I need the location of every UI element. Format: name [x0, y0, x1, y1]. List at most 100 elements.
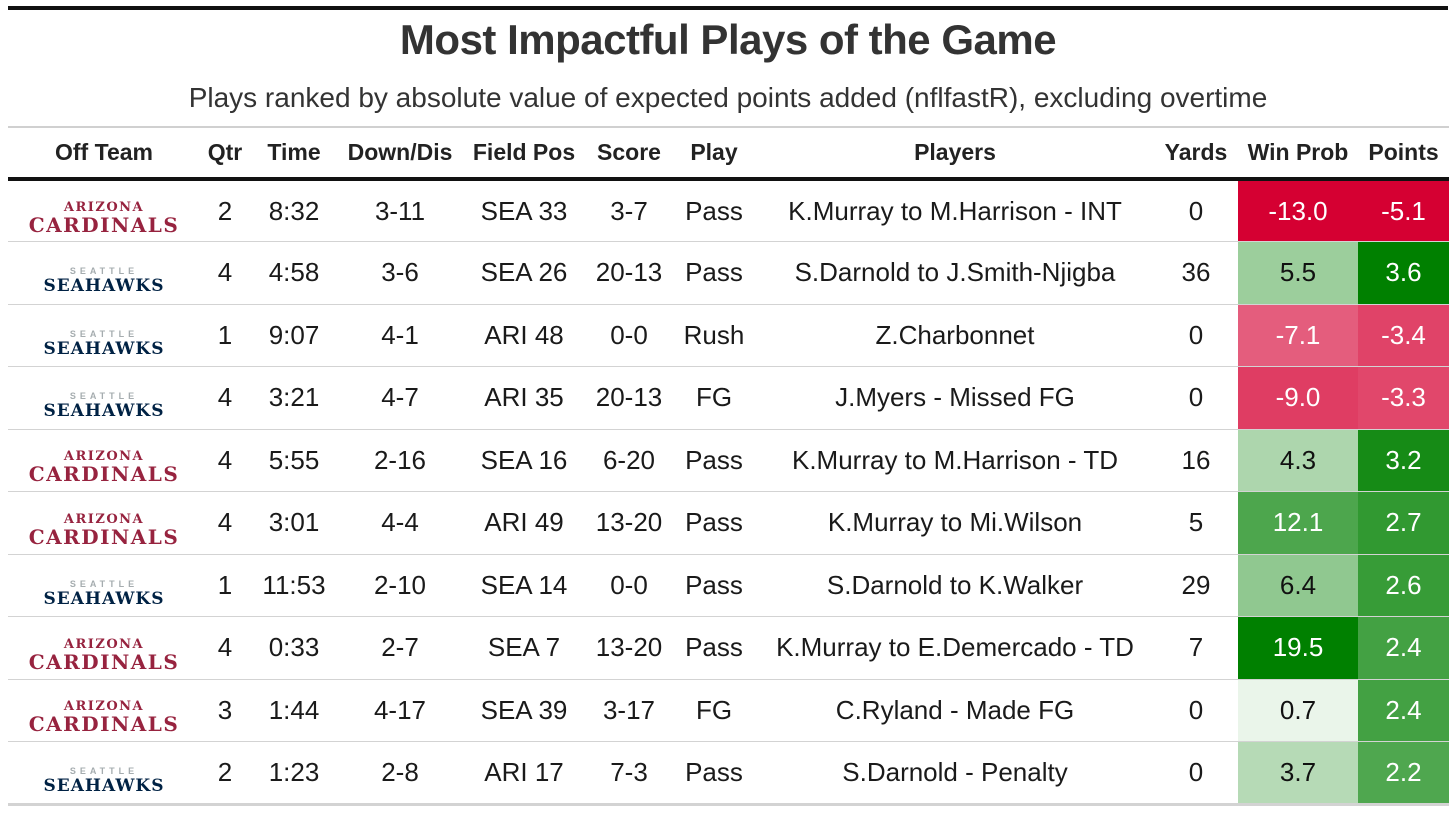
points-cell: 2.2: [1358, 741, 1449, 804]
seahawks-logo: SEATTLE SEAHAWKS: [44, 267, 165, 295]
team-logo-cell: ARIZONA CARDINALS: [8, 492, 200, 555]
table-row: SEATTLE SEAHAWKS 4 4:58 3-6 SEA 26 20-13 Pass S.…: [8, 241, 1449, 304]
qtr-cell: 2: [217, 195, 233, 226]
logo-wordmark-top: SEATTLE: [69, 578, 139, 589]
table-row: ARIZONA CARDINALS 4 5:55 2-16 SEA 16 6-20 Pass K…: [8, 429, 1449, 492]
team-logo-cell: SEATTLE SEAHAWKS: [8, 367, 200, 430]
points-cell: 2.4: [1358, 616, 1449, 679]
logo-wordmark-top: SEATTLE: [69, 391, 139, 402]
yards-cell: 0: [1188, 694, 1204, 725]
qtr-cell: 4: [217, 257, 233, 288]
qtr-cell: 1: [217, 319, 233, 350]
win-prob-cell: 6.4: [1238, 554, 1358, 617]
win-prob-cell: -9.0: [1238, 366, 1358, 429]
logo-wordmark-main: SEAHAWKS: [43, 401, 165, 422]
logo-wordmark-top: ARIZONA: [63, 449, 145, 465]
logo-wordmark-main: SEAHAWKS: [43, 276, 165, 297]
down-dis-cell: 4-4: [381, 507, 419, 538]
players-cell: S.Darnold - Penalty: [842, 756, 1068, 787]
field-pos-cell: SEA 33: [480, 195, 568, 226]
time-cell: 8:32: [268, 195, 320, 226]
logo-wordmark-main: SEAHAWKS: [43, 775, 165, 796]
score-cell: 3-17: [602, 694, 656, 725]
yards-cell: 5: [1188, 507, 1204, 538]
win-prob-cell: 5.5: [1238, 241, 1358, 304]
header-team-col: Off Team: [55, 139, 153, 165]
qtr-cell: 3: [217, 694, 233, 725]
play-type-cell: Pass: [685, 444, 743, 475]
header-qtr-col: Qtr: [207, 139, 243, 165]
plays-table: Off Team Qtr Time Down/Dis Field Pos Score Pla…: [8, 126, 1449, 806]
down-dis-cell: 2-7: [381, 632, 419, 663]
logo-wordmark-main: CARDINALS: [28, 712, 180, 737]
points-cell: -3.4: [1358, 304, 1449, 367]
team-logo-cell: ARIZONA CARDINALS: [8, 617, 200, 680]
win-prob-cell: -7.1: [1238, 304, 1358, 367]
play-type-cell: Pass: [685, 756, 743, 787]
header-players-col: Players: [914, 139, 996, 165]
field-pos-cell: ARI 17: [484, 756, 564, 787]
logo-wordmark-main: CARDINALS: [28, 213, 180, 237]
score-cell: 13-20: [595, 507, 663, 538]
logo-wordmark-top: ARIZONA: [63, 636, 145, 652]
team-logo-cell: ARIZONA CARDINALS: [8, 429, 200, 492]
time-cell: 11:53: [262, 569, 326, 600]
play-type-cell: FG: [695, 694, 733, 725]
play-type-cell: Pass: [685, 257, 743, 288]
down-dis-cell: 2-16: [373, 444, 427, 475]
points-cell: 2.4: [1358, 679, 1449, 742]
score-cell: 3-7: [610, 195, 648, 226]
field-pos-cell: SEA 39: [480, 694, 568, 725]
play-type-cell: Pass: [685, 195, 743, 226]
players-cell: K.Murray to M.Harrison - TD: [791, 444, 1118, 475]
table-row: SEATTLE SEAHAWKS 1 9:07 4-1 ARI 48 0-0 Rush Z.Ch…: [8, 304, 1449, 367]
seahawks-logo: SEATTLE SEAHAWKS: [43, 578, 165, 609]
yards-cell: 36: [1181, 257, 1211, 288]
field-pos-cell: ARI 35: [484, 382, 564, 413]
table-row: SEATTLE SEAHAWKS 2 1:23 2-8 ARI 17 7-3 Pass S.Da…: [8, 741, 1449, 805]
logo-wordmark-top: SEATTLE: [69, 328, 139, 339]
logo-wordmark-top: SEATTLE: [69, 266, 139, 277]
time-cell: 0:33: [268, 632, 320, 663]
yards-cell: 16: [1181, 444, 1211, 475]
field-pos-cell: ARI 48: [484, 319, 564, 350]
score-cell: 6-20: [602, 444, 656, 475]
logo-wordmark-top: ARIZONA: [63, 200, 145, 215]
logo-wordmark-main: CARDINALS: [28, 462, 180, 487]
table-row: ARIZONA CARDINALS 4 3:01 4-4 ARI 49 13-20 Pass K…: [8, 491, 1449, 555]
players-cell: S.Darnold to K.Walker: [826, 569, 1084, 600]
chart-title: Most Impactful Plays of the Game: [399, 16, 1057, 63]
play-type-cell: Pass: [685, 632, 743, 663]
win-prob-cell: 3.7: [1238, 741, 1358, 804]
qtr-cell: 4: [217, 507, 233, 538]
play-type-cell: Pass: [685, 507, 743, 538]
table-row: SEATTLE SEAHAWKS 1 11:53 2-10 SEA 14 0-0 Pass S.…: [8, 554, 1449, 617]
team-logo-cell: SEATTLE SEAHAWKS: [8, 554, 200, 617]
team-logo-cell: SEATTLE SEAHAWKS: [8, 304, 200, 367]
team-logo-cell: SEATTLE SEAHAWKS: [8, 742, 200, 805]
header-win-prob-col: Win Prob: [1247, 139, 1349, 165]
win-prob-cell: 0.7: [1238, 679, 1358, 742]
players-cell: S.Darnold to J.Smith-Njigba: [794, 257, 1116, 288]
qtr-cell: 4: [217, 632, 233, 663]
down-dis-cell: 4-1: [381, 319, 419, 350]
points-cell: 3.6: [1358, 241, 1449, 304]
down-dis-cell: 3-6: [381, 257, 419, 288]
yards-cell: 0: [1188, 195, 1204, 226]
top-rule: [8, 6, 1448, 10]
players-cell: J.Myers - Missed FG: [835, 382, 1075, 413]
down-dis-cell: 4-7: [381, 382, 419, 413]
table-body: ARIZONA CARDINALS 2 8:32 3-11 SEA 33 3-7 Pass K.…: [8, 179, 1449, 804]
field-pos-cell: SEA 7: [487, 632, 561, 663]
logo-wordmark-main: SEAHAWKS: [43, 588, 165, 609]
score-cell: 20-13: [595, 382, 663, 413]
team-logo-cell: ARIZONA CARDINALS: [8, 179, 200, 242]
points-cell: -5.1: [1358, 179, 1449, 242]
players-cell: K.Murray to M.Harrison - INT: [788, 195, 1122, 226]
down-dis-cell: 2-10: [373, 569, 427, 600]
win-prob-cell: 4.3: [1238, 429, 1358, 492]
time-cell: 9:07: [268, 319, 320, 350]
logo-wordmark-main: SEAHAWKS: [43, 338, 165, 359]
play-type-cell: Rush: [683, 319, 745, 350]
time-cell: 4:58: [268, 257, 320, 288]
